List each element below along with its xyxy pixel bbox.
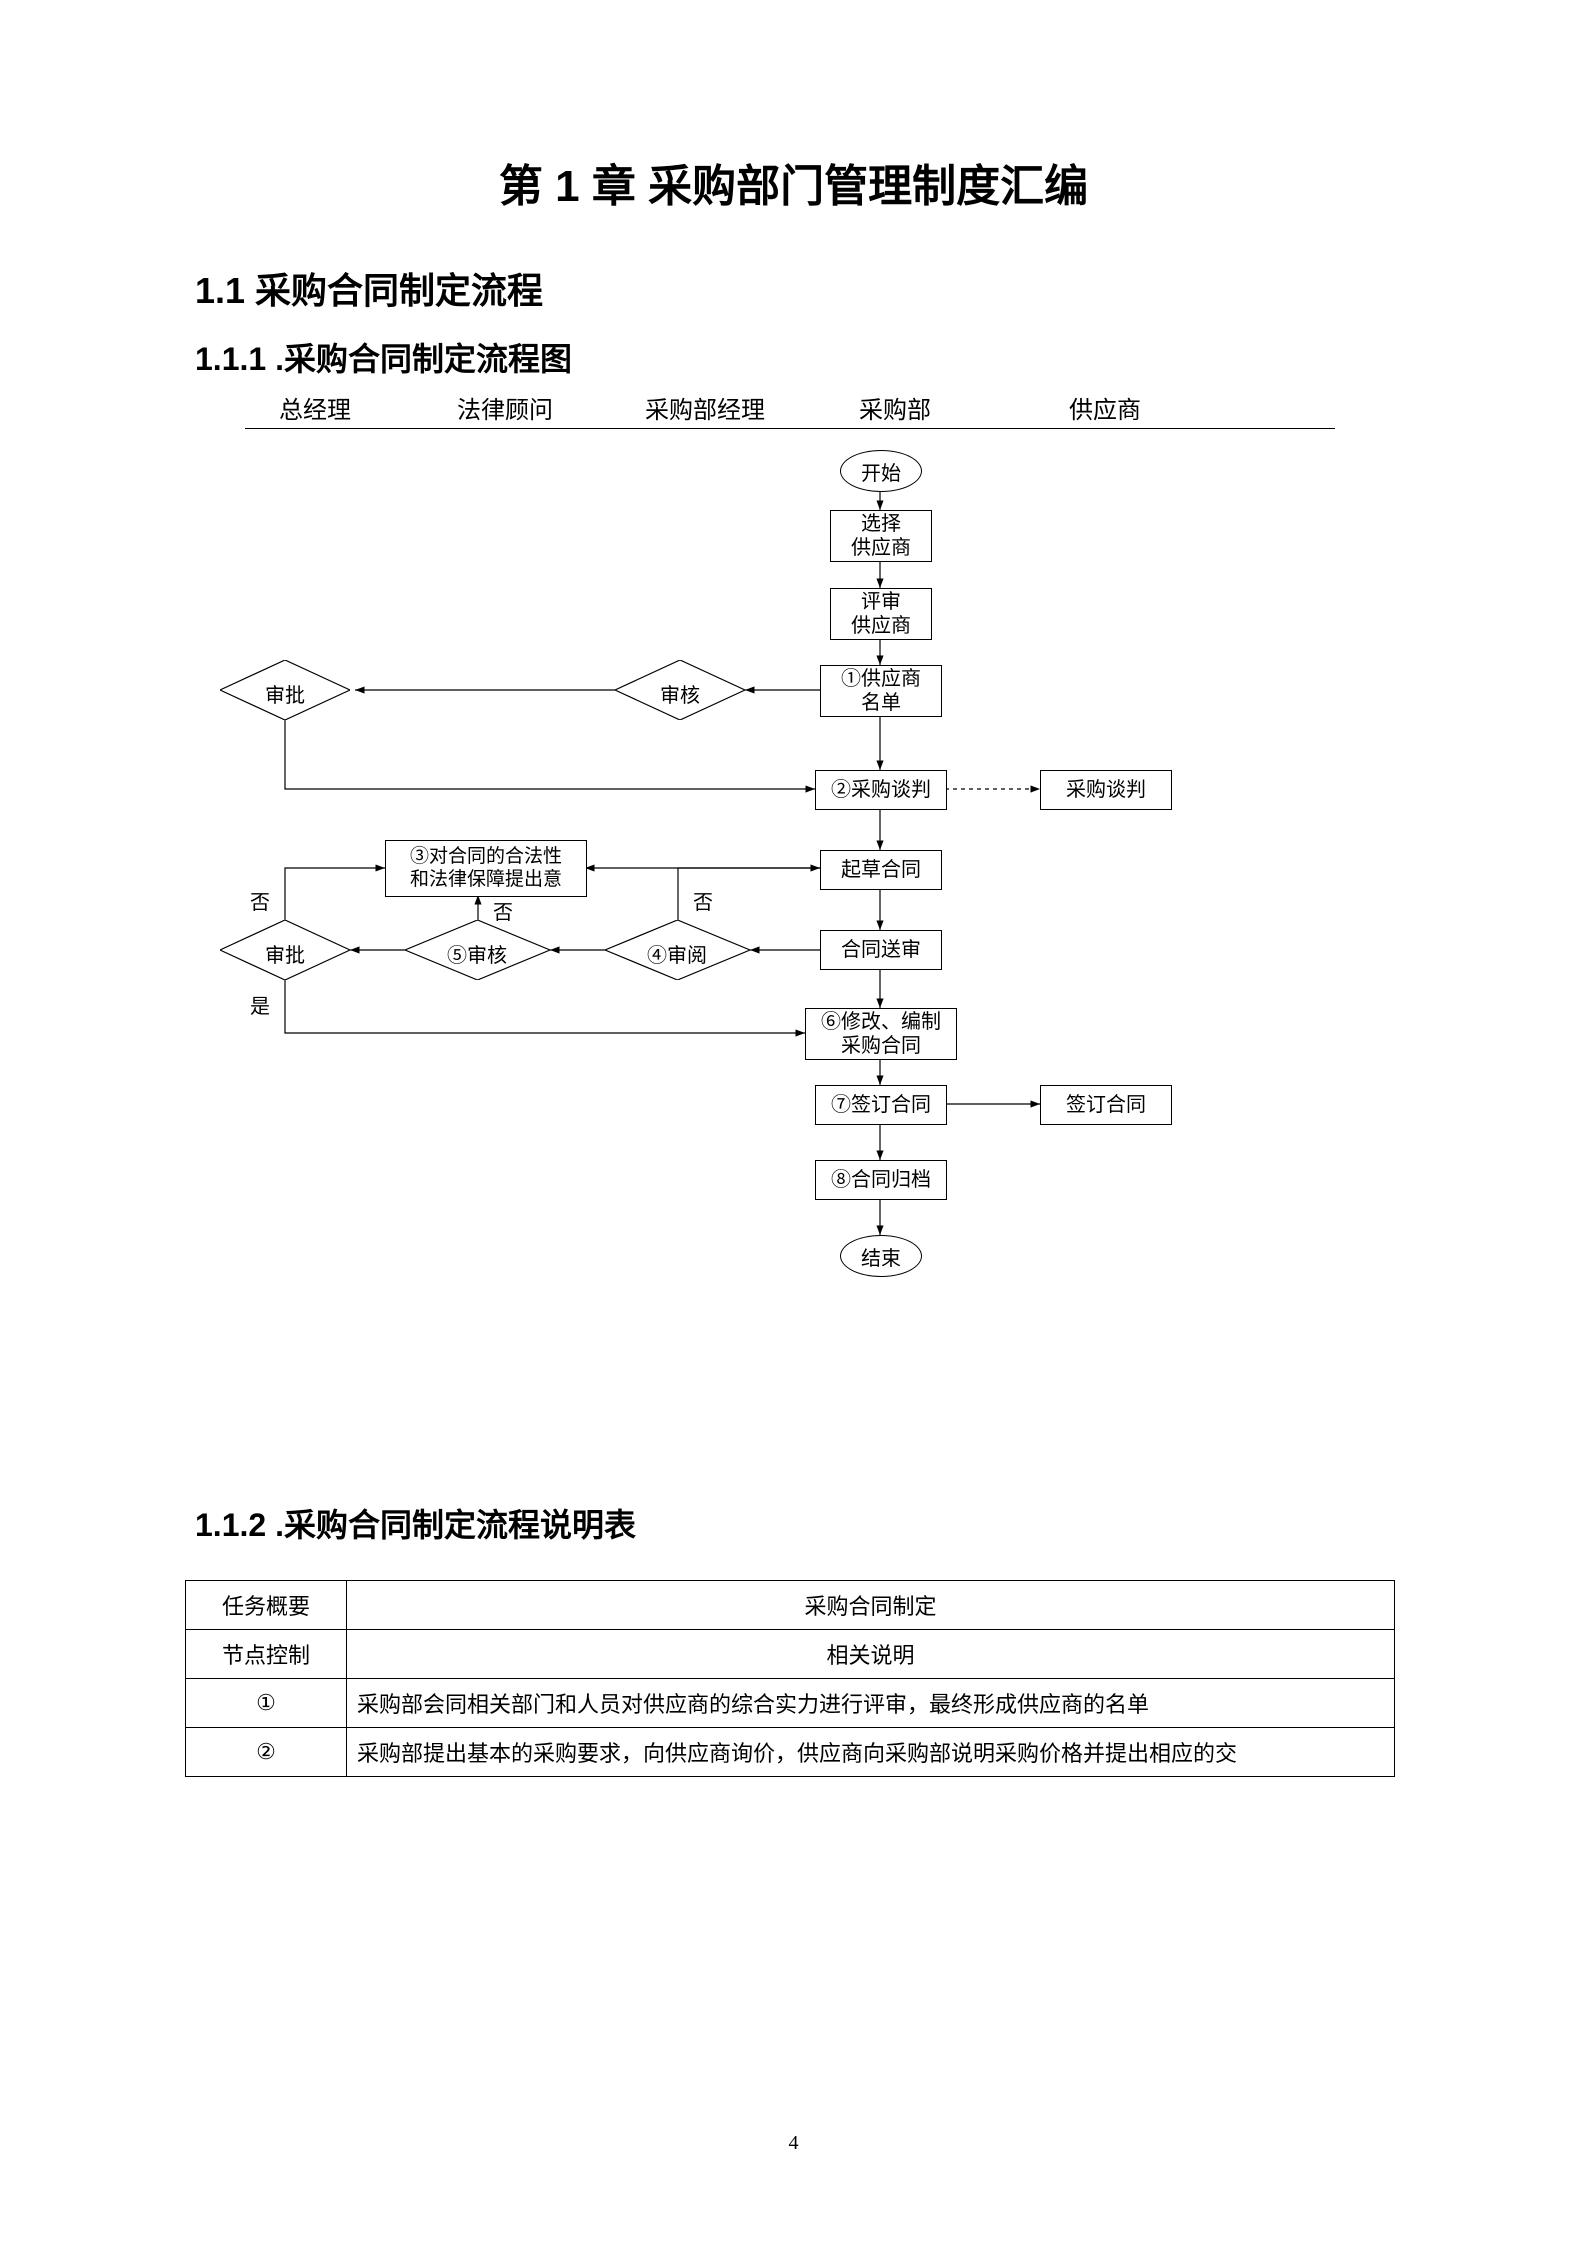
table-row: 节点控制 相关说明	[186, 1630, 1395, 1679]
chapter-title: 第 1 章 采购部门管理制度汇编	[0, 150, 1587, 214]
node-sign: ⑦签订合同	[815, 1085, 947, 1125]
node-negotiate-supplier: 采购谈判	[1040, 770, 1172, 810]
node-start: 开始	[840, 450, 922, 492]
table-cell: ②	[186, 1728, 347, 1777]
table-cell: 节点控制	[186, 1630, 347, 1679]
flowchart-container: 总经理 法律顾问 采购部经理 采购部 供应商	[195, 390, 1385, 1450]
section-heading-1-1: 1.1 采购合同制定流程	[195, 262, 543, 314]
node-sign-supplier: 签订合同	[1040, 1085, 1172, 1125]
col-header-pm: 采购部经理	[625, 390, 785, 425]
subsection-heading-1-1-1: 1.1.1 .采购合同制定流程图	[195, 334, 572, 380]
table-cell: 相关说明	[347, 1630, 1395, 1679]
col-header-supplier: 供应商	[1045, 390, 1165, 425]
node-end: 结束	[840, 1235, 922, 1277]
node-supplier-list: ①供应商 名单	[820, 665, 942, 717]
table-row: ① 采购部会同相关部门和人员对供应商的综合实力进行评审，最终形成供应商的名单	[186, 1679, 1395, 1728]
node-select-supplier: 选择 供应商	[830, 510, 932, 562]
node-negotiate: ②采购谈判	[815, 770, 947, 810]
page-number: 4	[0, 2132, 1587, 2155]
description-table-container: 任务概要 采购合同制定 节点控制 相关说明 ① 采购部会同相关部门和人员对供应商…	[185, 1580, 1395, 1777]
flowchart-edges	[195, 390, 1385, 1450]
edge-label-no-1: 否	[693, 886, 713, 915]
col-header-dept: 采购部	[835, 390, 955, 425]
table-cell: 任务概要	[186, 1581, 347, 1630]
node-legal-opinion: ③对合同的合法性 和法律保障提出意	[385, 840, 587, 897]
table-row: 任务概要 采购合同制定	[186, 1581, 1395, 1630]
node-send-review: 合同送审	[820, 930, 942, 970]
edge-label-no-3: 否	[250, 886, 270, 915]
document-page: 第 1 章 采购部门管理制度汇编 1.1 采购合同制定流程 1.1.1 .采购合…	[0, 0, 1587, 2245]
table-cell: 采购部提出基本的采购要求，向供应商询价，供应商向采购部说明采购价格并提出相应的交	[347, 1728, 1395, 1777]
col-header-gm: 总经理	[255, 390, 375, 425]
col-header-legal: 法律顾问	[435, 390, 575, 425]
node-draft-contract: 起草合同	[820, 850, 942, 890]
table-cell: ①	[186, 1679, 347, 1728]
node-modify: ⑥修改、编制 采购合同	[805, 1008, 957, 1060]
table-row: ② 采购部提出基本的采购要求，向供应商询价，供应商向采购部说明采购价格并提出相应…	[186, 1728, 1395, 1777]
edge-label-no-2: 否	[493, 896, 513, 925]
header-underline	[245, 428, 1335, 429]
table-cell: 采购合同制定	[347, 1581, 1395, 1630]
edge-label-yes: 是	[250, 990, 270, 1019]
node-archive: ⑧合同归档	[815, 1160, 947, 1200]
description-table: 任务概要 采购合同制定 节点控制 相关说明 ① 采购部会同相关部门和人员对供应商…	[185, 1580, 1395, 1777]
table-cell: 采购部会同相关部门和人员对供应商的综合实力进行评审，最终形成供应商的名单	[347, 1679, 1395, 1728]
node-review-supplier: 评审 供应商	[830, 588, 932, 640]
subsection-heading-1-1-2: 1.1.2 .采购合同制定流程说明表	[195, 1500, 636, 1546]
